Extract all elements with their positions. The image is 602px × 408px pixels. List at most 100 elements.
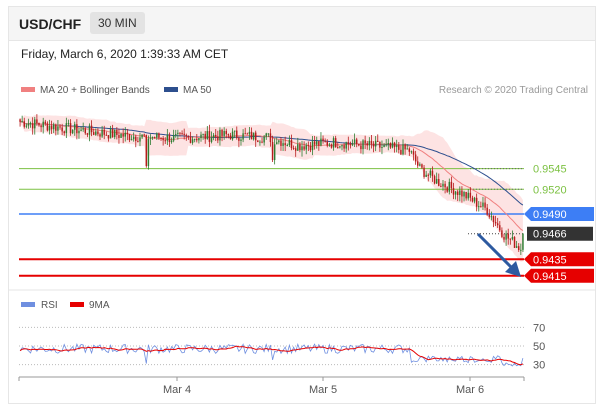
candle-body-188	[414, 154, 417, 162]
candle-body-4	[27, 123, 30, 126]
candle-body-89	[206, 131, 209, 140]
candle-body-107	[244, 133, 246, 135]
rsi-tick-2: 30	[533, 360, 545, 372]
candle-body-106	[242, 133, 244, 140]
credit-label: Research © 2020 Trading Central	[439, 85, 588, 96]
candle-body-155	[345, 142, 347, 149]
candle-body-102	[233, 130, 236, 132]
candle-body-206	[452, 188, 455, 195]
candle-body-30	[82, 128, 84, 130]
candle-body-81	[189, 136, 192, 143]
candle-body-176	[389, 143, 392, 148]
candle-body-0	[19, 119, 21, 122]
candle-body-118	[267, 133, 270, 135]
candle-body-25	[71, 129, 74, 134]
candle-body-233	[509, 238, 512, 240]
candle-body-177	[391, 142, 394, 148]
candle-body-21	[63, 131, 65, 134]
candle-body-192	[423, 167, 425, 177]
candle-body-174	[385, 144, 387, 146]
candle-body-133	[299, 144, 301, 151]
candle-body-191	[421, 164, 423, 168]
candle-body-52	[128, 134, 131, 141]
candle-body-63	[151, 137, 154, 139]
candle-body-7	[34, 119, 36, 129]
current-price-badge	[527, 226, 593, 241]
candle-body-111	[252, 132, 255, 140]
candle-body-210	[461, 190, 463, 197]
candle-body-236	[515, 246, 518, 248]
candle-body-221	[484, 202, 486, 208]
candle-body-76	[179, 132, 181, 134]
candle-body-105	[240, 139, 242, 141]
level-label-0: 0.9545	[533, 164, 567, 176]
candle-body-42	[107, 135, 110, 139]
candle-body-46	[116, 129, 118, 135]
candle-body-172	[381, 147, 383, 149]
candle-body-143	[320, 138, 322, 146]
candle-body-158	[351, 143, 354, 146]
candle-body-121	[273, 144, 276, 161]
candle-body-49	[122, 133, 124, 137]
candle-body-193	[425, 174, 427, 177]
candle-body-145	[324, 140, 326, 142]
candle-body-104	[238, 138, 240, 141]
candle-body-231	[505, 233, 507, 240]
candle-body-185	[408, 148, 411, 152]
candle-body-204	[448, 181, 451, 192]
candle-body-86	[200, 134, 202, 139]
candle-body-238	[520, 249, 522, 251]
candle-body-19	[59, 126, 61, 128]
candle-body-48	[120, 133, 122, 138]
ma9-legend-swatch	[70, 302, 84, 307]
level-label-1: 0.9520	[533, 184, 567, 196]
timeframe-badge[interactable]: 30 MIN	[90, 12, 145, 34]
candle-body-66	[158, 133, 160, 138]
candle-body-108	[246, 133, 249, 135]
candle-body-8	[36, 119, 38, 124]
candle-body-37	[97, 131, 99, 135]
candle-body-146	[326, 141, 328, 146]
candle-body-239	[522, 233, 524, 250]
candle-body-98	[225, 130, 227, 135]
candle-body-11	[42, 121, 44, 128]
candle-body-201	[442, 183, 444, 187]
candle-body-24	[69, 123, 72, 134]
candle-body-222	[486, 207, 488, 215]
candle-body-226	[494, 222, 497, 224]
candle-body-67	[160, 137, 162, 139]
candle-body-163	[362, 140, 364, 150]
candle-body-184	[406, 148, 408, 150]
candle-body-55	[135, 136, 137, 141]
candle-body-43	[109, 128, 112, 139]
candle-body-202	[444, 183, 446, 188]
candle-body-97	[223, 130, 225, 136]
candle-body-132	[297, 144, 299, 151]
candle-body-82	[191, 139, 194, 143]
candle-body-47	[118, 134, 120, 138]
candle-body-129	[290, 139, 293, 149]
candle-body-113	[257, 140, 259, 143]
candle-body-183	[404, 144, 406, 150]
candle-body-213	[467, 192, 469, 199]
candle-body-194	[427, 174, 429, 176]
candle-body-152	[339, 146, 341, 148]
candle-body-31	[84, 128, 87, 134]
candle-body-162	[360, 145, 362, 150]
candle-body-136	[305, 145, 307, 150]
candle-body-58	[141, 134, 143, 138]
ma50-legend-label: MA 50	[183, 85, 212, 96]
candle-body-101	[231, 131, 234, 140]
candle-body-218	[478, 206, 480, 208]
candle-body-114	[259, 141, 261, 143]
candle-body-195	[429, 170, 432, 176]
candle-body-6	[31, 123, 34, 129]
candle-body-225	[492, 216, 495, 223]
candle-body-137	[307, 145, 310, 147]
rsi-legend-swatch	[21, 302, 35, 307]
candle-body-84	[196, 138, 198, 141]
candle-body-41	[105, 134, 108, 136]
candle-body-211	[463, 191, 465, 197]
candle-body-65	[156, 133, 158, 138]
